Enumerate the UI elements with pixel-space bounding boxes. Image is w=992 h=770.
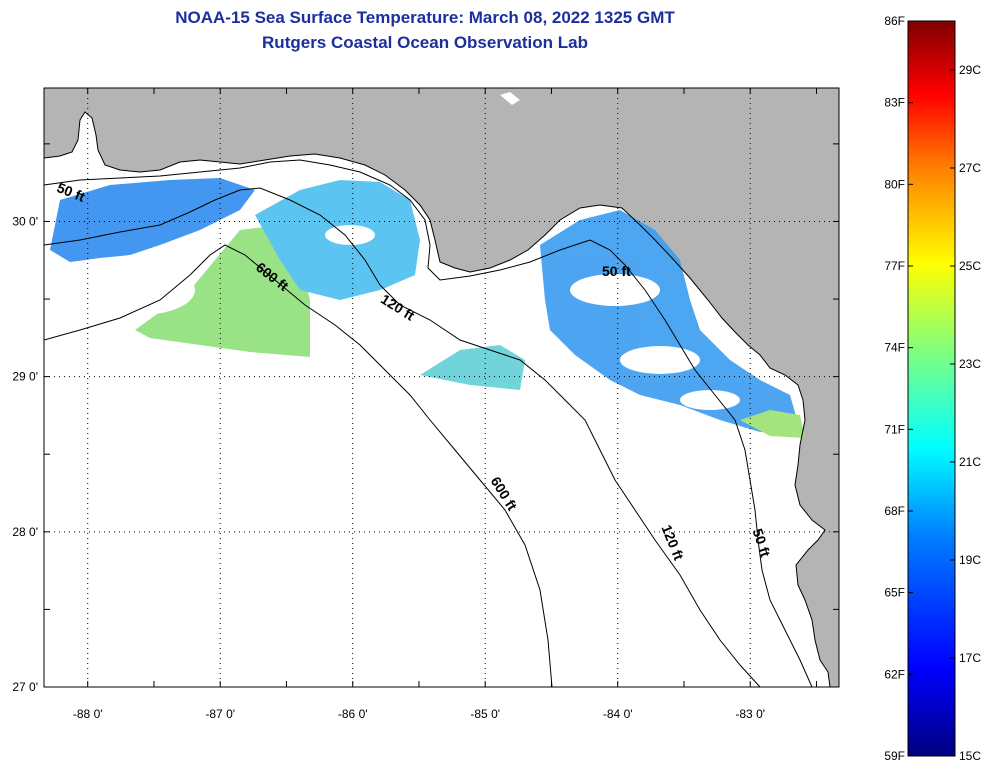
colorbar-f-label: 62F: [884, 667, 905, 681]
x-tick-label: -84 0': [603, 707, 633, 721]
colorbar-c-label: 27C: [959, 161, 981, 175]
colorbar-c-label: 25C: [959, 259, 981, 273]
x-tick-label: -88 0': [73, 707, 103, 721]
x-tick-label: -85 0': [470, 707, 500, 721]
colorbar-f-label: 74F: [884, 341, 905, 355]
colorbar-c-label: 19C: [959, 553, 981, 567]
axis-tick-marks: [44, 88, 839, 688]
sst-swath-tampa: [740, 410, 805, 438]
colorbar-c-label: 21C: [959, 455, 981, 469]
land-mass: [44, 88, 839, 687]
colorbar-c-label: 29C: [959, 63, 981, 77]
colorbar-f-label: 83F: [884, 96, 905, 110]
contour-600ft: [44, 244, 553, 687]
contour-50ft: [44, 159, 813, 687]
x-tick-label: -87 0': [205, 707, 235, 721]
sst-swath-south: [420, 345, 525, 390]
colorbar-f-label: 65F: [884, 586, 905, 600]
x-tick-label: -83 0': [735, 707, 765, 721]
y-tick-label: 29 0': [12, 370, 38, 384]
colorbar-celsius-labels: 29C 27C 25C 23C 21C 19C 17C 15C: [959, 63, 981, 763]
map-subtitle: Rutgers Coastal Ocean Observation Lab: [262, 33, 588, 52]
y-tick-label: 30 0': [12, 214, 38, 228]
y-tick-label: 27 0': [12, 680, 38, 694]
sst-swath-warm: [135, 225, 310, 357]
colorbar-ticks: [908, 69, 955, 757]
colorbar: [907, 20, 956, 757]
colorbar-c-label: 15C: [959, 749, 981, 763]
colorbar-c-label: 23C: [959, 357, 981, 371]
map-title: NOAA-15 Sea Surface Temperature: March 0…: [175, 8, 675, 27]
longitude-labels: -88 0' -87 0' -86 0' -85 0' -84 0' -83 0': [73, 707, 765, 721]
sst-swath-west: [50, 178, 255, 262]
contour-120ft: [44, 187, 761, 687]
coastline: [44, 111, 831, 687]
inland-water: [500, 92, 520, 105]
colorbar-f-label: 80F: [884, 177, 905, 191]
colorbar-f-label: 59F: [884, 749, 905, 763]
colorbar-f-label: 71F: [884, 422, 905, 436]
y-tick-label: 28 0': [12, 525, 38, 539]
colorbar-f-label: 77F: [884, 259, 905, 273]
x-tick-label: -86 0': [338, 707, 368, 721]
contour-label: 50 ft: [602, 263, 631, 279]
colorbar-f-label: 86F: [884, 14, 905, 28]
map-frame: [43, 87, 840, 688]
colorbar-f-label: 68F: [884, 504, 905, 518]
colorbar-fahrenheit-labels: 86F 83F 80F 77F 74F 71F 68F 65F 62F 59F: [884, 14, 905, 763]
latitude-labels: 30 0' 29 0' 28 0' 27 0': [12, 214, 38, 694]
colorbar-c-label: 17C: [959, 651, 981, 665]
